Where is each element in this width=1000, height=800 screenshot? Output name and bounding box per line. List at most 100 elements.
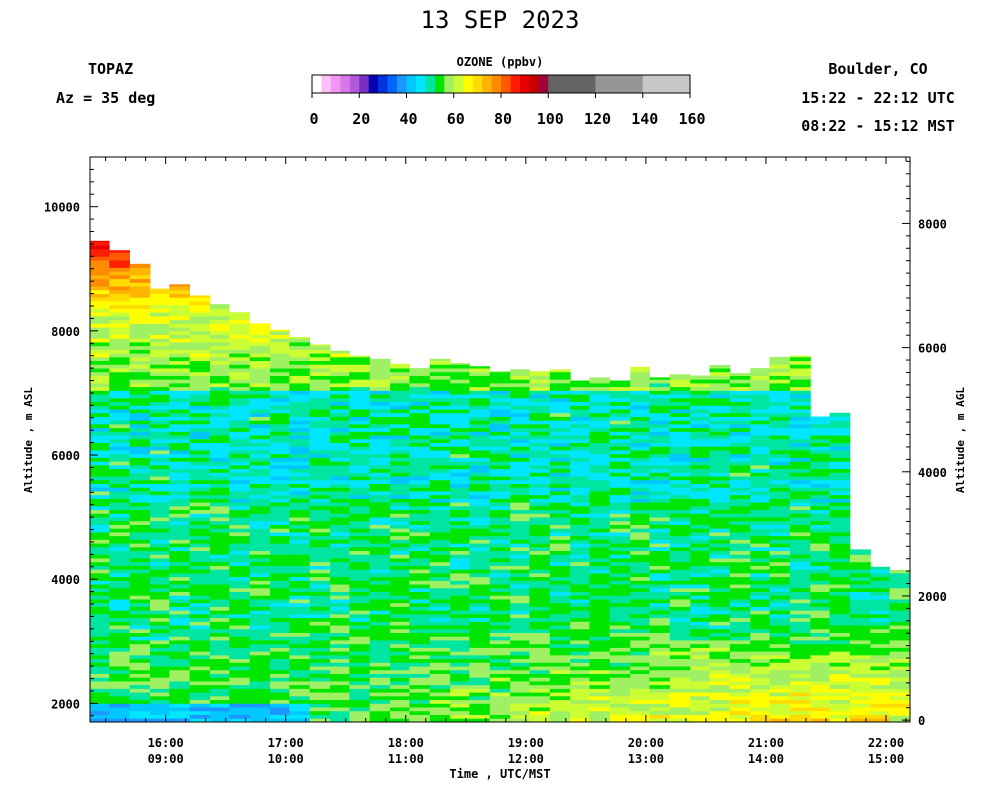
heatmap-cell	[210, 319, 230, 324]
heatmap-cell	[429, 453, 451, 458]
heatmap-cell	[270, 405, 290, 410]
heatmap-cell	[609, 532, 631, 537]
heatmap-cell	[390, 658, 410, 663]
heatmap-cell	[489, 379, 511, 384]
heatmap-cell	[189, 487, 211, 492]
heatmap-cell	[889, 584, 911, 589]
heatmap-cell	[210, 312, 230, 317]
heatmap-cell	[90, 379, 110, 384]
heatmap-cell	[109, 368, 131, 373]
heatmap-cell	[429, 669, 451, 674]
heatmap-cell	[189, 479, 211, 484]
heatmap-cell	[469, 718, 491, 723]
heatmap-cell	[810, 699, 830, 704]
heatmap-cell	[729, 412, 751, 417]
heatmap-cell	[589, 394, 611, 399]
heatmap-cell	[450, 692, 470, 697]
heatmap-cell	[109, 405, 131, 410]
heatmap-cell	[649, 595, 671, 600]
heatmap-cell	[570, 498, 590, 503]
heatmap-cell	[750, 464, 770, 470]
heatmap-cell	[229, 714, 251, 719]
heatmap-cell	[210, 498, 230, 503]
heatmap-cell	[90, 260, 110, 265]
heatmap-cell	[429, 487, 451, 492]
heatmap-cell	[450, 442, 470, 447]
heatmap-cell	[249, 546, 271, 552]
profile-column	[889, 569, 911, 723]
heatmap-cell	[349, 576, 371, 581]
heatmap-cell	[709, 572, 731, 578]
heatmap-cell	[289, 703, 311, 708]
heatmap-cell	[330, 453, 350, 458]
heatmap-cell	[709, 613, 731, 619]
heatmap-cell	[829, 658, 851, 663]
heatmap-cell	[510, 576, 530, 581]
heatmap-cell	[289, 654, 311, 660]
heatmap-cell	[570, 632, 590, 637]
heatmap-cell	[789, 431, 811, 436]
heatmap-cell	[169, 472, 191, 477]
heatmap-cell	[669, 394, 691, 399]
heatmap-cell	[189, 412, 211, 417]
heatmap-cell	[309, 479, 331, 484]
heatmap-cell	[669, 479, 691, 484]
heatmap-cell	[129, 576, 151, 581]
heatmap-cell	[570, 654, 590, 660]
heatmap-cell	[870, 595, 890, 600]
heatmap-cell	[390, 453, 410, 458]
heatmap-cell	[450, 550, 470, 555]
heatmap-cell	[709, 595, 731, 600]
heatmap-cell	[810, 718, 830, 723]
heatmap-cell	[870, 651, 890, 656]
heatmap-cell	[750, 528, 770, 533]
heatmap-cell	[669, 703, 691, 708]
heatmap-cell	[349, 356, 371, 362]
heatmap-cell	[690, 416, 710, 421]
heatmap-cell	[510, 405, 530, 410]
heatmap-cell	[109, 312, 131, 317]
heatmap-cell	[90, 241, 110, 246]
heatmap-cell	[109, 688, 131, 693]
heatmap-cell	[309, 461, 331, 466]
profile-column	[589, 377, 611, 723]
heatmap-cell	[349, 476, 371, 481]
heatmap-cell	[349, 461, 371, 466]
heatmap-cell	[769, 651, 791, 656]
heatmap-cell	[90, 476, 110, 481]
heatmap-cell	[189, 714, 211, 719]
heatmap-cell	[249, 498, 271, 503]
heatmap-cell	[90, 431, 110, 436]
heatmap-cell	[390, 692, 410, 697]
heatmap-cell	[469, 677, 491, 682]
heatmap-cell	[709, 409, 731, 414]
heatmap-cell	[289, 457, 311, 462]
heatmap-cell	[109, 651, 131, 656]
heatmap-cell	[309, 692, 331, 697]
heatmap-cell	[690, 591, 710, 596]
heatmap-cell	[510, 558, 530, 563]
heatmap-cell	[450, 453, 470, 458]
heatmap-cell	[390, 498, 410, 503]
heatmap-cell	[229, 319, 251, 324]
heatmap-cell	[210, 420, 230, 425]
heatmap-cell	[169, 368, 191, 373]
heatmap-cell	[189, 427, 211, 432]
heatmap-cell	[249, 580, 271, 585]
heatmap-cell	[469, 643, 491, 648]
heatmap-cell	[189, 599, 211, 604]
heatmap-cell	[630, 669, 650, 674]
heatmap-cell	[90, 423, 110, 429]
heatmap-cell	[469, 412, 491, 417]
heatmap-cell	[189, 591, 211, 596]
heatmap-cell	[729, 461, 751, 466]
heatmap-cell	[789, 513, 811, 518]
heatmap-cell	[510, 625, 530, 630]
heatmap-cell	[150, 315, 170, 321]
heatmap-cell	[750, 401, 770, 406]
heatmap-cell	[529, 461, 551, 466]
heatmap-cell	[609, 636, 631, 641]
heatmap-cell	[270, 409, 290, 414]
heatmap-cell	[789, 632, 811, 637]
heatmap-cell	[429, 543, 451, 548]
